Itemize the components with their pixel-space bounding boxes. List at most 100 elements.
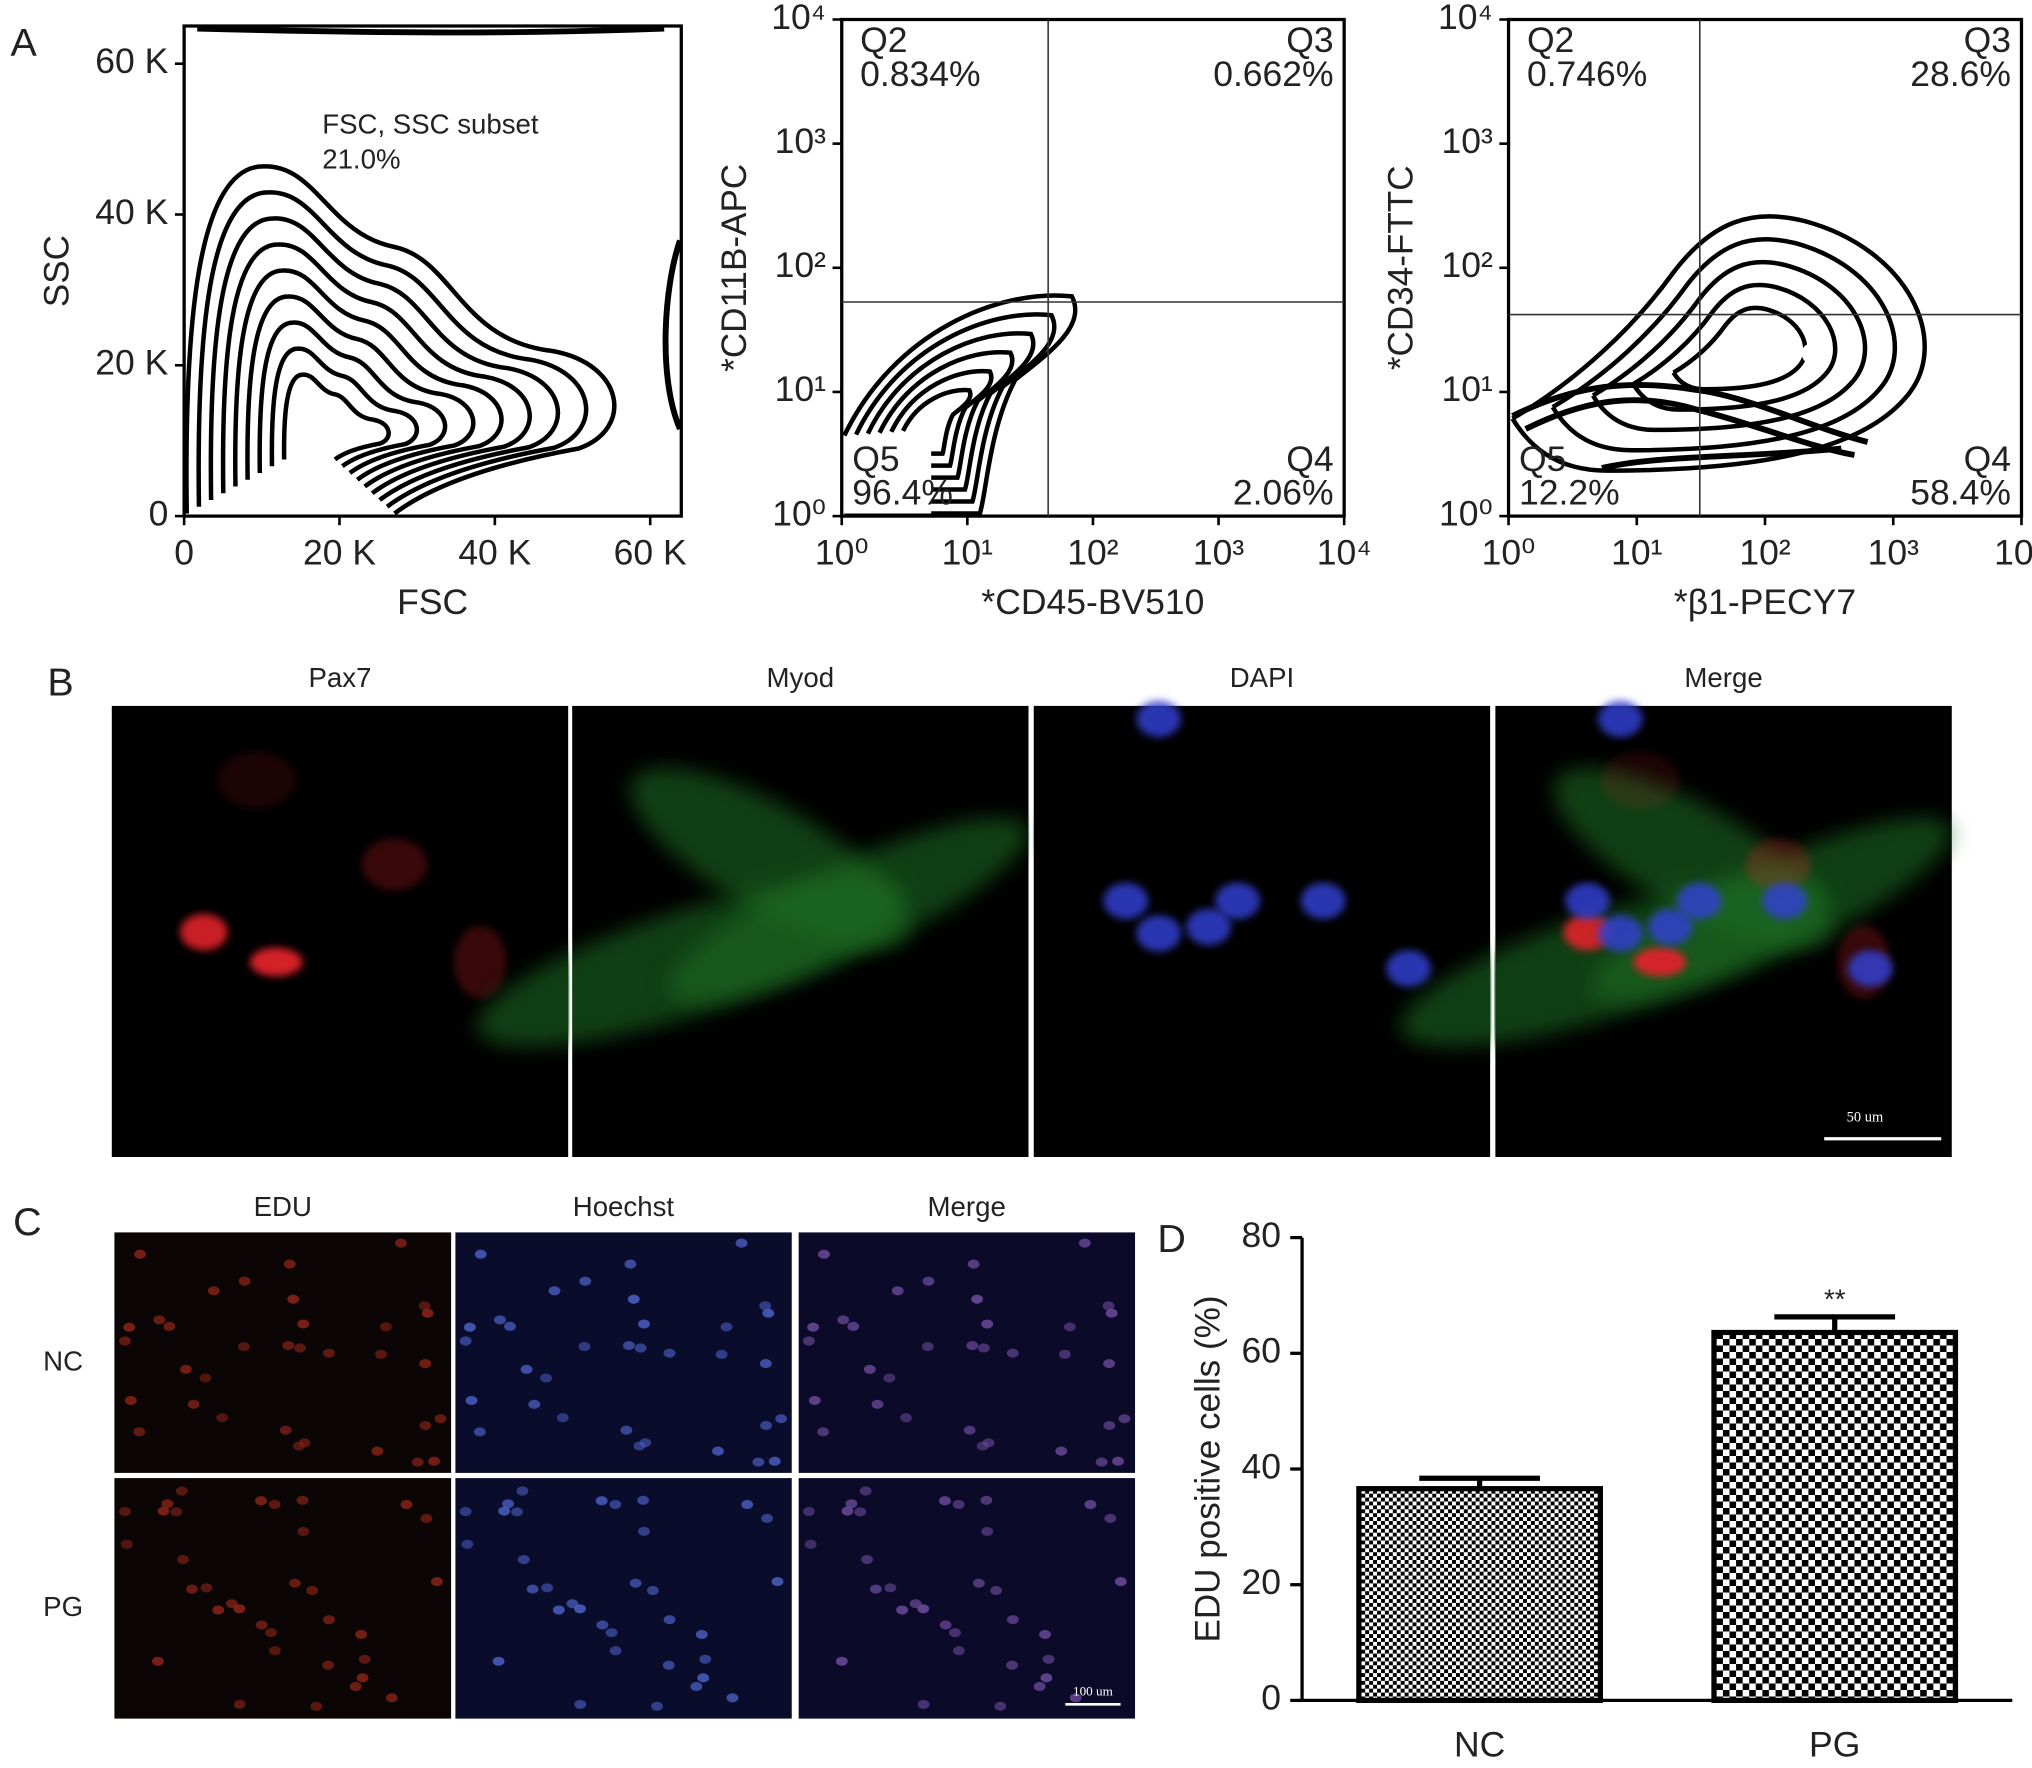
- cell-dot: [634, 1343, 647, 1353]
- cell-dot: [216, 1413, 229, 1423]
- x-tick-label: 10²: [1067, 534, 1119, 573]
- cell-dot: [627, 1294, 640, 1304]
- cell-dot: [802, 1336, 815, 1346]
- quadrant-name: Q4: [1964, 440, 2011, 479]
- cell-dot: [715, 1349, 728, 1359]
- cell-dot: [119, 1336, 131, 1346]
- cell-dot: [982, 1438, 995, 1448]
- cell-dot: [859, 1486, 872, 1496]
- cell-dot: [186, 1584, 198, 1594]
- blue-nucleus: [1676, 882, 1722, 920]
- panel-label: A: [11, 21, 38, 65]
- x-tick-label: 60 K: [614, 534, 687, 573]
- cell-dot: [200, 1583, 213, 1593]
- cell-dot: [541, 1583, 554, 1593]
- x-tick-label: 20 K: [303, 534, 376, 573]
- blue-nucleus: [1647, 908, 1693, 946]
- cell-dot: [504, 1321, 516, 1331]
- cell-dot: [837, 1315, 850, 1325]
- blue-nucleus: [1762, 882, 1808, 920]
- cell-dot: [726, 1693, 739, 1703]
- y-axis-label: EDU positive cells (%): [1188, 1295, 1227, 1642]
- blue-nucleus: [1597, 915, 1643, 952]
- contour-line: [868, 333, 1033, 489]
- cell-dot: [638, 1526, 650, 1536]
- cell-dot: [1039, 1629, 1051, 1639]
- cell-dot: [540, 1373, 553, 1383]
- panel-label: C: [13, 1200, 41, 1244]
- quadrant-percent: 0.746%: [1527, 55, 1647, 94]
- contour-line: [1553, 239, 1895, 450]
- cell-dot: [238, 1276, 251, 1286]
- cell-dot: [161, 1499, 174, 1509]
- y-tick-label: 10³: [1441, 122, 1493, 161]
- cell-dot: [133, 1427, 146, 1437]
- blue-nucleus: [1847, 950, 1893, 987]
- cell-dot: [177, 1554, 190, 1565]
- contour-line: [186, 166, 614, 513]
- cell-dot: [574, 1604, 586, 1614]
- x-tick-label: 10⁰: [1482, 534, 1536, 573]
- cell-dot: [134, 1249, 146, 1259]
- cell-dot: [153, 1315, 166, 1325]
- y-tick-label: 40: [1242, 1447, 1281, 1486]
- cell-dot: [697, 1673, 710, 1683]
- cell-dot: [431, 1577, 443, 1587]
- micrograph: [455, 1478, 792, 1719]
- cell-dot: [157, 1506, 170, 1516]
- cell-dot: [922, 1276, 935, 1286]
- cell-dot: [741, 1499, 754, 1510]
- quadrant-name: Q5: [852, 440, 899, 479]
- cell-dot: [835, 1656, 848, 1666]
- quadrant-name: Q2: [860, 21, 907, 60]
- contour-hole: [1720, 284, 1731, 293]
- blue-nucleus: [1186, 908, 1232, 946]
- cell-dot: [1042, 1654, 1055, 1664]
- contour-line: [235, 270, 501, 486]
- plot-frame: [182, 24, 683, 518]
- x-axis-label: *β1-PECY7: [1674, 583, 1856, 622]
- cell-dot: [579, 1276, 592, 1286]
- cell-dot: [1033, 1681, 1046, 1692]
- quadrant-percent: 58.4%: [1910, 474, 2011, 513]
- y-tick-label: 40 K: [95, 193, 168, 232]
- cell-dot: [323, 1615, 335, 1625]
- contour-line: [272, 349, 417, 467]
- y-tick-label: 20 K: [95, 344, 168, 383]
- quadrant-name: Q2: [1527, 21, 1574, 60]
- y-tick-label: 0: [1261, 1679, 1281, 1718]
- y-tick-label: 10⁴: [771, 0, 826, 37]
- cell-dot: [1105, 1308, 1118, 1318]
- micrograph: [114, 1478, 452, 1719]
- cell-dot: [199, 1373, 212, 1383]
- blue-nucleus: [1597, 700, 1643, 738]
- cell-dot: [752, 1457, 765, 1467]
- significance: **: [1824, 1284, 1846, 1315]
- cell-dot: [294, 1343, 306, 1353]
- cell-dot: [609, 1499, 622, 1509]
- cell-dot: [163, 1321, 176, 1331]
- x-tick-label: 10³: [1193, 534, 1245, 573]
- cell-dot: [233, 1604, 246, 1614]
- cell-dot: [419, 1359, 432, 1369]
- cell-dot: [526, 1584, 539, 1594]
- cell-dot: [1103, 1359, 1116, 1369]
- cell-dot: [498, 1506, 511, 1516]
- cell-dot: [624, 1259, 637, 1269]
- cell-dot: [629, 1578, 642, 1588]
- cell-dot: [638, 1319, 650, 1329]
- contour-line: [211, 218, 558, 500]
- x-axis-label: FSC: [397, 583, 468, 622]
- cell-dot: [1006, 1348, 1019, 1358]
- image-title: Merge: [928, 1191, 1006, 1222]
- micrograph: [114, 1232, 452, 1473]
- contour-plot: [1512, 216, 1924, 470]
- cell-dot: [646, 1585, 659, 1596]
- cell-dot: [358, 1654, 371, 1664]
- cell-dot: [1063, 1322, 1076, 1332]
- blue-nucleus: [1136, 915, 1182, 952]
- cell-dot: [502, 1499, 515, 1509]
- cell-dot: [771, 1577, 784, 1587]
- cell-dot: [972, 1578, 985, 1588]
- cell-dot: [428, 1456, 441, 1466]
